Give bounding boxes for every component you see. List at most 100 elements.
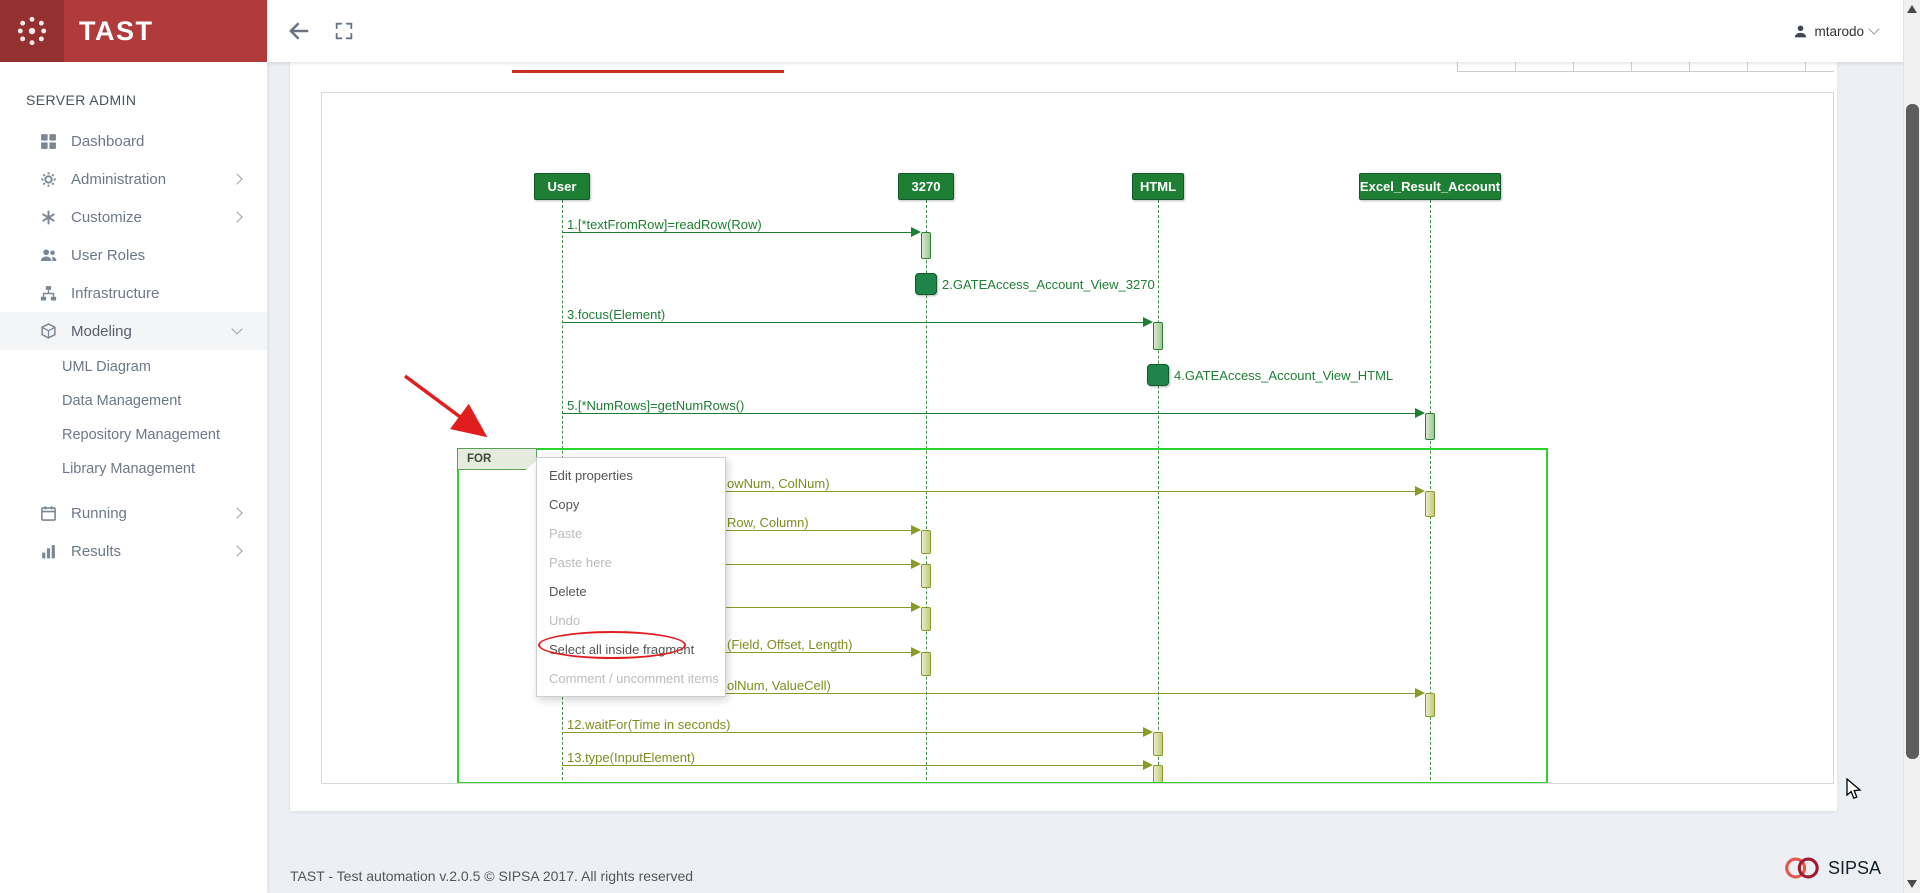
activation-bar — [1425, 491, 1435, 517]
message-label[interactable]: olNum, ValueCell) — [727, 678, 831, 693]
activation-bar — [921, 607, 931, 631]
footer-copyright: TAST - Test automation v.2.0.5 © SIPSA 2… — [290, 868, 694, 884]
red-arrow-annotation — [387, 361, 507, 461]
message-arrowhead — [1415, 688, 1425, 698]
menu-item-paste-here: Paste here — [549, 555, 612, 570]
sidebar-item-customize[interactable]: Customize — [0, 198, 267, 236]
activation-bar — [921, 530, 931, 554]
sidebar-item-repository-management[interactable]: Repository Management — [0, 418, 267, 452]
message-arrowhead — [1415, 408, 1425, 418]
message-line — [562, 491, 1415, 492]
message-label[interactable]: 2.GATEAccess_Account_View_3270 — [942, 277, 1155, 292]
message-label[interactable]: 4.GATEAccess_Account_View_HTML — [1174, 368, 1394, 383]
lifeline-head-html[interactable]: HTML — [1132, 173, 1184, 200]
message-arrowhead — [1143, 727, 1153, 737]
user-icon — [1793, 24, 1808, 39]
sidebar-subitem-label: UML Diagram — [62, 359, 151, 375]
sidebar-item-label: Dashboard — [71, 132, 145, 150]
menu-item-delete[interactable]: Delete — [549, 584, 587, 599]
sidebar-item-uml-diagram[interactable]: UML Diagram — [0, 350, 267, 384]
message-label[interactable]: 3.focus(Element) — [567, 307, 666, 322]
calendar-icon — [40, 505, 57, 522]
sidebar-item-data-management[interactable]: Data Management — [0, 384, 267, 418]
sidebar-item-user-roles[interactable]: User Roles — [0, 236, 267, 274]
message-label[interactable]: Row, Column) — [727, 515, 809, 530]
message-line — [562, 693, 1415, 694]
message-label[interactable]: owNum, ColNum) — [727, 476, 830, 491]
highlight-ellipse-annotation — [538, 631, 686, 659]
sidebar-item-label: Running — [71, 504, 127, 522]
fullscreen-button[interactable] — [333, 20, 355, 42]
scrollbar-thumb[interactable] — [1906, 104, 1919, 759]
message-arrowhead — [911, 602, 921, 612]
lifeline-head-excel[interactable]: Excel_Result_Account — [1359, 173, 1501, 200]
page-scrollbar[interactable] — [1903, 0, 1920, 893]
sidebar-item-library-management[interactable]: Library Management — [0, 452, 267, 486]
message-label[interactable]: 1.[*textFromRow]=readRow(Row) — [567, 217, 762, 232]
message-arrowhead — [911, 227, 921, 237]
sidebar-section-title: SERVER ADMIN — [26, 92, 137, 108]
message-line — [562, 413, 1415, 414]
for-fragment[interactable]: FOR — [457, 448, 1548, 783]
activation-bar — [1425, 693, 1435, 717]
menu-item-copy[interactable]: Copy — [549, 497, 580, 512]
sitemap-icon — [40, 285, 57, 302]
chevron-down-icon — [1868, 23, 1880, 35]
sidebar-item-running[interactable]: Running — [0, 494, 267, 532]
self-message-box[interactable] — [915, 273, 937, 295]
activation-bar — [1153, 765, 1163, 783]
lifeline-label: 3270 — [911, 179, 941, 194]
message-arrowhead — [911, 559, 921, 569]
chevron-right-icon — [231, 545, 243, 557]
content-card: User 3270 HTML Excel_Result_Account 1.[*… — [290, 62, 1837, 811]
scrollbar-up-arrow-icon[interactable] — [1907, 5, 1917, 13]
sipsa-logo: SIPSA — [1782, 853, 1881, 883]
message-label[interactable]: 13.type(InputElement) — [567, 750, 695, 765]
activation-bar — [921, 232, 931, 259]
self-message-box[interactable] — [1147, 364, 1169, 386]
sidebar-item-dashboard[interactable]: Dashboard — [0, 122, 267, 160]
message-label[interactable]: 5.[*NumRows]=getNumRows() — [567, 398, 745, 413]
sidebar-item-results[interactable]: Results — [0, 532, 267, 570]
scrolled-table-remnant — [1457, 62, 1834, 72]
sidebar-item-modeling[interactable]: Modeling — [0, 312, 267, 350]
sidebar-item-infrastructure[interactable]: Infrastructure — [0, 274, 267, 312]
message-arrowhead — [1143, 760, 1153, 770]
message-line — [562, 564, 911, 565]
sidebar-item-label: Results — [71, 542, 122, 560]
message-line — [562, 322, 1143, 323]
sidebar-item-label: User Roles — [71, 246, 146, 264]
activation-bar — [921, 652, 931, 676]
lifeline-head-user[interactable]: User — [534, 173, 590, 200]
app-header-brand: TAST — [0, 0, 267, 62]
asterisk-icon — [40, 209, 57, 226]
bar-chart-icon — [40, 543, 57, 560]
sipsa-logo-icon — [1785, 857, 1819, 879]
diagram-canvas[interactable]: User 3270 HTML Excel_Result_Account 1.[*… — [321, 92, 1834, 784]
message-line — [562, 765, 1143, 766]
message-arrowhead — [1415, 486, 1425, 496]
chevron-right-icon — [231, 211, 243, 223]
back-button[interactable] — [285, 17, 313, 45]
message-label[interactable]: (Field, Offset, Length) — [727, 637, 853, 652]
sidebar: SERVER ADMIN Dashboard Administration Cu… — [0, 62, 267, 893]
for-fragment-label[interactable]: FOR — [457, 448, 537, 470]
activation-bar — [1425, 413, 1435, 440]
scrollbar-down-arrow-icon[interactable] — [1907, 880, 1917, 888]
menu-item-edit-properties[interactable]: Edit properties — [549, 468, 633, 483]
sidebar-item-label: Administration — [71, 170, 167, 188]
menu-item-undo: Undo — [549, 613, 581, 628]
message-label[interactable]: 12.waitFor(Time in seconds) — [567, 717, 731, 732]
sidebar-subitem-label: Library Management — [62, 461, 195, 477]
app-title: TAST — [79, 15, 154, 46]
users-icon — [40, 247, 57, 264]
message-arrowhead — [1143, 317, 1153, 327]
user-menu[interactable]: mtarodo — [1793, 0, 1880, 62]
chevron-right-icon — [231, 507, 243, 519]
lifeline-head-3270[interactable]: 3270 — [898, 173, 954, 200]
sidebar-item-administration[interactable]: Administration — [0, 160, 267, 198]
message-arrowhead — [911, 647, 921, 657]
chevron-down-icon — [231, 323, 243, 335]
cube-icon — [40, 322, 57, 340]
message-arrowhead — [911, 525, 921, 535]
